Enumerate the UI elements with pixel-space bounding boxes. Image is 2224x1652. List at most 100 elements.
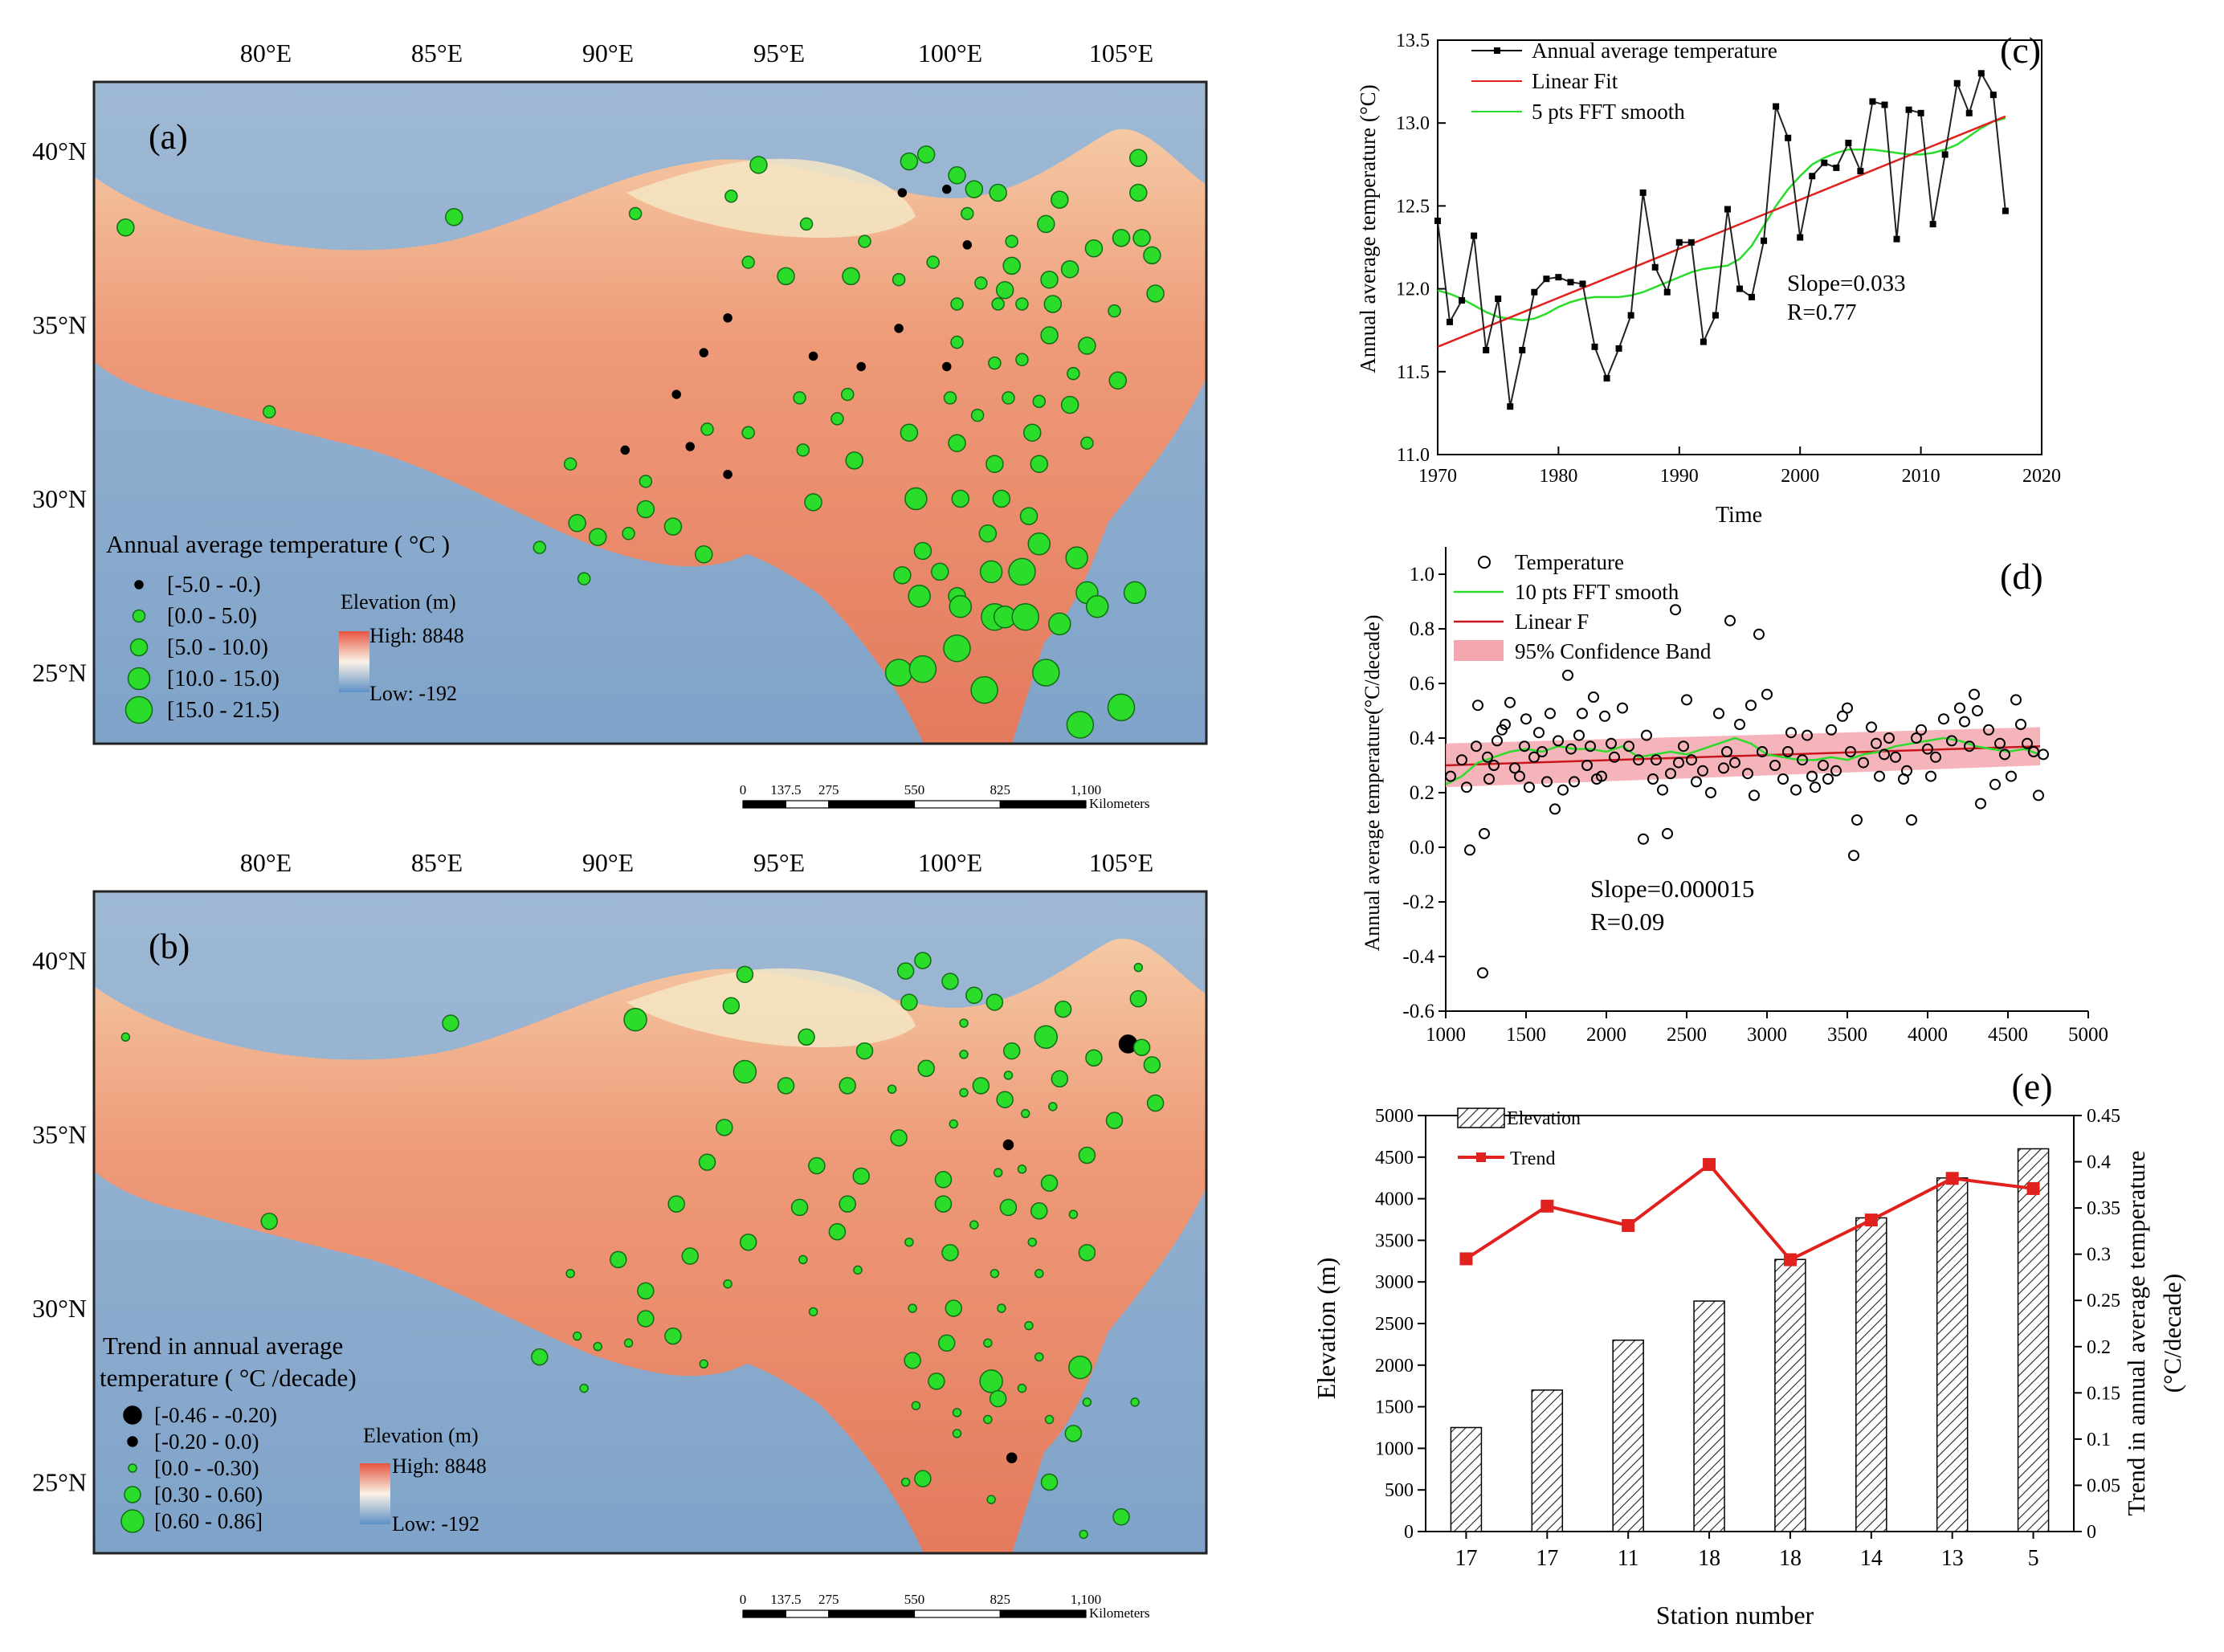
chart-c-panel-label: (c): [2000, 30, 2041, 71]
station-marker: [965, 986, 983, 1005]
chart-d-point: [1848, 850, 1859, 862]
station-marker: [990, 1268, 1000, 1279]
chart-d-legend-smooth: 10 pts FFT smooth: [1515, 580, 1679, 604]
chart-c-point: [1675, 239, 1683, 246]
legend-class-label: [5.0 - 10.0): [167, 635, 268, 660]
chart-c-point: [2002, 207, 2009, 214]
chart-c-xtick-label: 1980: [1539, 466, 1577, 487]
chart-c-ytick-label: 13.0: [1396, 113, 1430, 134]
station-marker: [1027, 1237, 1037, 1247]
station-marker: [1084, 239, 1104, 258]
station-marker: [1079, 1529, 1088, 1540]
station-marker: [1002, 1139, 1014, 1151]
station-marker: [1002, 1042, 1021, 1060]
chart-d-point: [1569, 776, 1580, 788]
chart-c-legend-smooth: 5 pts FFT smooth: [1532, 100, 1685, 124]
chart-c: (c) Annual average temperature (°C) Time…: [1356, 30, 2061, 528]
chart-e-elevation-bar: [1936, 1177, 1969, 1532]
chart-d-point: [1901, 765, 1912, 777]
chart-c-point: [1893, 235, 1900, 243]
station-marker: [985, 993, 1004, 1011]
chart-d-point: [2010, 694, 2022, 706]
chart-e-ylabel-right-1: Trend in annual average temperature: [2122, 1150, 2150, 1515]
chart-c-ytick-label: 12.5: [1396, 196, 1430, 217]
chart-e-elevation-bar: [1855, 1217, 1887, 1532]
chart-d-legend-marker: [1478, 556, 1491, 569]
chart-e-ytick-label: 3000: [1375, 1272, 1414, 1293]
chart-d-point: [1938, 713, 1949, 725]
chart-d-point: [1790, 784, 1802, 796]
station-marker: [1067, 366, 1080, 381]
chart-c-point: [1773, 103, 1780, 110]
chart-c-legend-data: Annual average temperature: [1532, 39, 1777, 63]
station-marker: [1066, 711, 1095, 739]
lon-tick-label: 90°E: [582, 39, 634, 67]
chart-d-point: [1782, 746, 1793, 757]
station-marker: [1019, 507, 1039, 525]
lon-tick-label: 105°E: [1089, 39, 1153, 67]
station-marker: [856, 361, 866, 372]
chart-d-point: [1504, 696, 1516, 708]
chart-d-point: [1925, 770, 1936, 782]
station-marker: [588, 528, 607, 546]
chart-c-point: [1495, 295, 1502, 302]
chart-c-point: [1627, 312, 1634, 319]
map-b-elev-title: Elevation (m): [363, 1424, 479, 1447]
station-marker: [1082, 1397, 1092, 1407]
station-marker: [1107, 693, 1136, 722]
chart-e-xtick-label: 18: [1698, 1546, 1720, 1571]
chart-d-xtick-label: 2000: [1586, 1024, 1626, 1046]
station-marker: [628, 206, 643, 221]
chart-e-trend-marker: [1783, 1253, 1797, 1267]
chart-c-ytick-label: 11.5: [1397, 362, 1430, 383]
chart-d-point: [1785, 727, 1797, 739]
station-marker: [260, 1213, 279, 1230]
legend-symbol: [134, 580, 144, 589]
station-marker: [989, 1389, 1007, 1408]
station-marker: [1043, 295, 1063, 313]
legend-class-label: [-0.20 - 0.0): [154, 1430, 259, 1454]
scalebar-tick-label: 137.5: [770, 782, 801, 797]
station-marker: [724, 190, 738, 203]
chart-d-point: [1830, 765, 1842, 777]
station-marker: [1040, 270, 1059, 289]
chart-d-point: [1954, 702, 1965, 714]
chart-d-point: [1906, 814, 1917, 826]
station-marker: [700, 422, 714, 436]
chart-d-point: [1686, 754, 1697, 766]
chart-d-point: [1651, 754, 1662, 766]
station-marker: [904, 1352, 921, 1369]
station-marker: [1054, 1000, 1072, 1018]
chart-d-point: [1930, 751, 1941, 763]
chart-c-point: [1459, 297, 1466, 304]
lat-tick-label: 40°N: [32, 946, 87, 975]
chart-e-legend-hatch: [1457, 1107, 1505, 1128]
station-marker: [1112, 229, 1131, 247]
scalebar-tick-label: 0: [740, 782, 747, 797]
chart-d-legend: Temperature 10 pts FFT smooth Linear F 9…: [1454, 550, 1712, 663]
chart-c-point: [1712, 312, 1719, 319]
station-marker: [1068, 1209, 1079, 1219]
map-a-legend: [-5.0 - -0.) [0.0 - 5.0) [5.0 - 10.0) [10.0…: [124, 573, 280, 724]
station-marker: [533, 540, 547, 554]
station-marker: [830, 412, 844, 426]
station-marker: [1078, 1243, 1096, 1262]
chart-d-point: [1471, 740, 1482, 753]
chart-d-point: [1845, 746, 1856, 757]
chart-d-point: [1802, 729, 1813, 741]
chart-e-xtick-label: 14: [1860, 1546, 1883, 1571]
chart-d-point: [1445, 770, 1456, 782]
chart-d-annotation-slope: Slope=0.000015: [1590, 875, 1754, 903]
station-marker: [996, 1091, 1014, 1108]
station-marker: [979, 560, 1003, 584]
chart-d-point: [1769, 760, 1781, 771]
station-marker: [961, 206, 974, 221]
chart-e-ytick-label: 1500: [1375, 1397, 1414, 1418]
chart-d-smooth-line: [1445, 736, 2041, 785]
station-marker: [949, 594, 973, 618]
station-marker: [892, 272, 906, 287]
station-marker: [572, 1331, 582, 1341]
chart-e: (e) Elevation (m) Trend in annual averag…: [1312, 1066, 2186, 1630]
chart-d-legend-temperature: Temperature: [1515, 550, 1624, 574]
chart-c-point: [1651, 263, 1659, 271]
